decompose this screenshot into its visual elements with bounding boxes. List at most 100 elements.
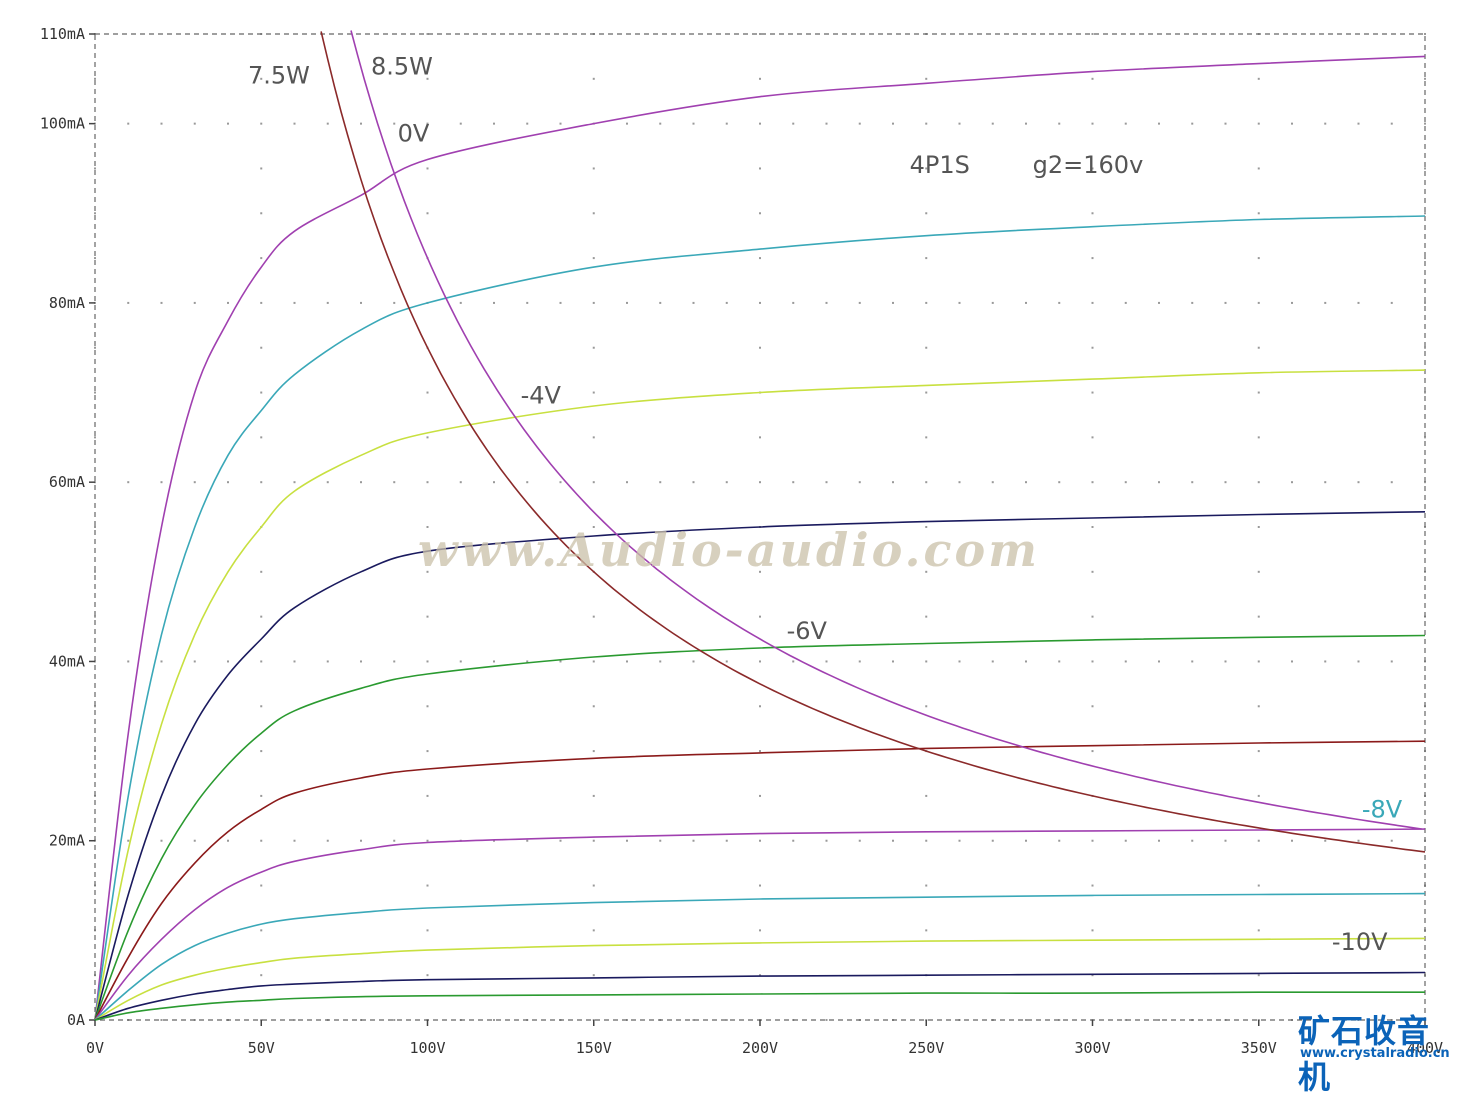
- grid-dot: [592, 301, 595, 304]
- grid-dot: [160, 481, 163, 484]
- grid-dot: [626, 839, 628, 842]
- grid-dot: [426, 929, 429, 932]
- grid-dot: [592, 750, 595, 753]
- grid-dot: [160, 839, 163, 842]
- grid-dot: [1158, 301, 1160, 304]
- grid-dot: [858, 660, 861, 663]
- grid-dot: [858, 481, 861, 484]
- grid-dot: [393, 122, 396, 125]
- grid-dot: [925, 884, 928, 887]
- grid-dot: [227, 481, 229, 484]
- grid-dot: [659, 301, 662, 304]
- grid-dot: [759, 122, 761, 125]
- grid-dot: [925, 615, 928, 618]
- grid-dot: [1091, 705, 1094, 708]
- grid-dot: [293, 660, 296, 663]
- plate-curve-5: [94, 634, 1426, 1021]
- grid-dot: [326, 122, 329, 125]
- grid-dot: [1091, 750, 1094, 753]
- grid-dot: [426, 794, 429, 797]
- grid-dot: [1257, 660, 1260, 663]
- grid-dot: [692, 1019, 695, 1021]
- grid-dot: [1091, 257, 1094, 260]
- grid-dot: [759, 929, 761, 932]
- grid-dot: [725, 660, 728, 663]
- x-tick-labels: 0V 50V 100V 150V 200V 250V 300V 350V 400V: [86, 1039, 1443, 1057]
- grid-dot: [925, 436, 928, 439]
- grid-dot: [193, 301, 196, 304]
- grid-dot: [260, 77, 263, 80]
- grid-dot: [1091, 481, 1094, 484]
- y-tick-label: 0A: [67, 1011, 85, 1029]
- grid-dot: [127, 839, 130, 842]
- grid-dot: [692, 122, 695, 125]
- grid-dot: [94, 257, 96, 260]
- grid-dot: [759, 257, 761, 260]
- grid-dot: [1424, 122, 1426, 125]
- grid-dot: [858, 301, 861, 304]
- grid-dot: [94, 615, 96, 618]
- grid-dot: [1257, 884, 1260, 887]
- grid-dot: [759, 794, 761, 797]
- grid-dot: [1357, 122, 1360, 125]
- x-tick-label: 150V: [576, 1039, 612, 1057]
- grid-dot: [94, 750, 96, 753]
- grid-dot: [426, 974, 429, 977]
- grid-dot: [559, 660, 562, 663]
- grid-dot: [459, 660, 462, 663]
- grid-dot: [260, 391, 263, 394]
- grid-dot: [858, 122, 861, 125]
- grid-dot: [393, 1019, 396, 1021]
- grid-dot: [94, 77, 96, 80]
- grid-dot: [426, 77, 429, 80]
- grid-dot: [1257, 526, 1260, 528]
- grid-dot: [958, 660, 961, 663]
- grid-dot: [892, 301, 894, 304]
- grid-dot: [692, 660, 695, 663]
- grid-dot: [1124, 301, 1127, 304]
- grid-dot: [659, 481, 662, 484]
- grid-dot: [858, 839, 861, 842]
- grid-dot: [925, 77, 928, 80]
- grid-dot: [759, 33, 761, 35]
- grid-dot: [1424, 301, 1426, 304]
- grid-dot: [360, 660, 362, 663]
- grid-dot: [393, 660, 396, 663]
- grid-dot: [1158, 481, 1160, 484]
- grid-dot: [1390, 481, 1393, 484]
- grid-dot: [759, 436, 761, 439]
- grid-dot: [892, 481, 894, 484]
- grid-dot: [1424, 33, 1426, 35]
- grid-dot: [1091, 436, 1094, 439]
- grid-dot: [958, 481, 961, 484]
- grid-dot: [493, 122, 495, 125]
- grid-dot: [1224, 122, 1227, 125]
- grid-dot: [1058, 839, 1061, 842]
- grid-dot: [925, 526, 928, 528]
- grid-dot: [260, 794, 263, 797]
- grid-dot: [592, 705, 595, 708]
- grid-dot: [626, 481, 628, 484]
- grid-dot: [792, 481, 795, 484]
- annotation-label: 4P1S: [910, 151, 970, 179]
- plate-curve-6: [94, 740, 1426, 1021]
- grid-dot: [825, 839, 828, 842]
- grid-dot: [1357, 839, 1360, 842]
- grid-dot: [227, 660, 229, 663]
- grid-dot: [160, 301, 163, 304]
- grid-dot: [293, 122, 296, 125]
- grid-dot: [1390, 839, 1393, 842]
- grid-dot: [493, 481, 495, 484]
- grid-dot: [925, 346, 928, 349]
- grid-dot: [1091, 839, 1094, 842]
- grid-dot: [592, 884, 595, 887]
- grid-dot: [1124, 839, 1127, 842]
- grid-dot: [1424, 167, 1426, 170]
- grid-dot: [1424, 257, 1426, 260]
- grid-dot: [1291, 839, 1293, 842]
- grid-dot: [260, 436, 263, 439]
- grid-dot: [94, 526, 96, 528]
- grid-dot: [825, 481, 828, 484]
- grid-dot: [94, 705, 96, 708]
- annotation-label: 7.5W: [248, 61, 310, 89]
